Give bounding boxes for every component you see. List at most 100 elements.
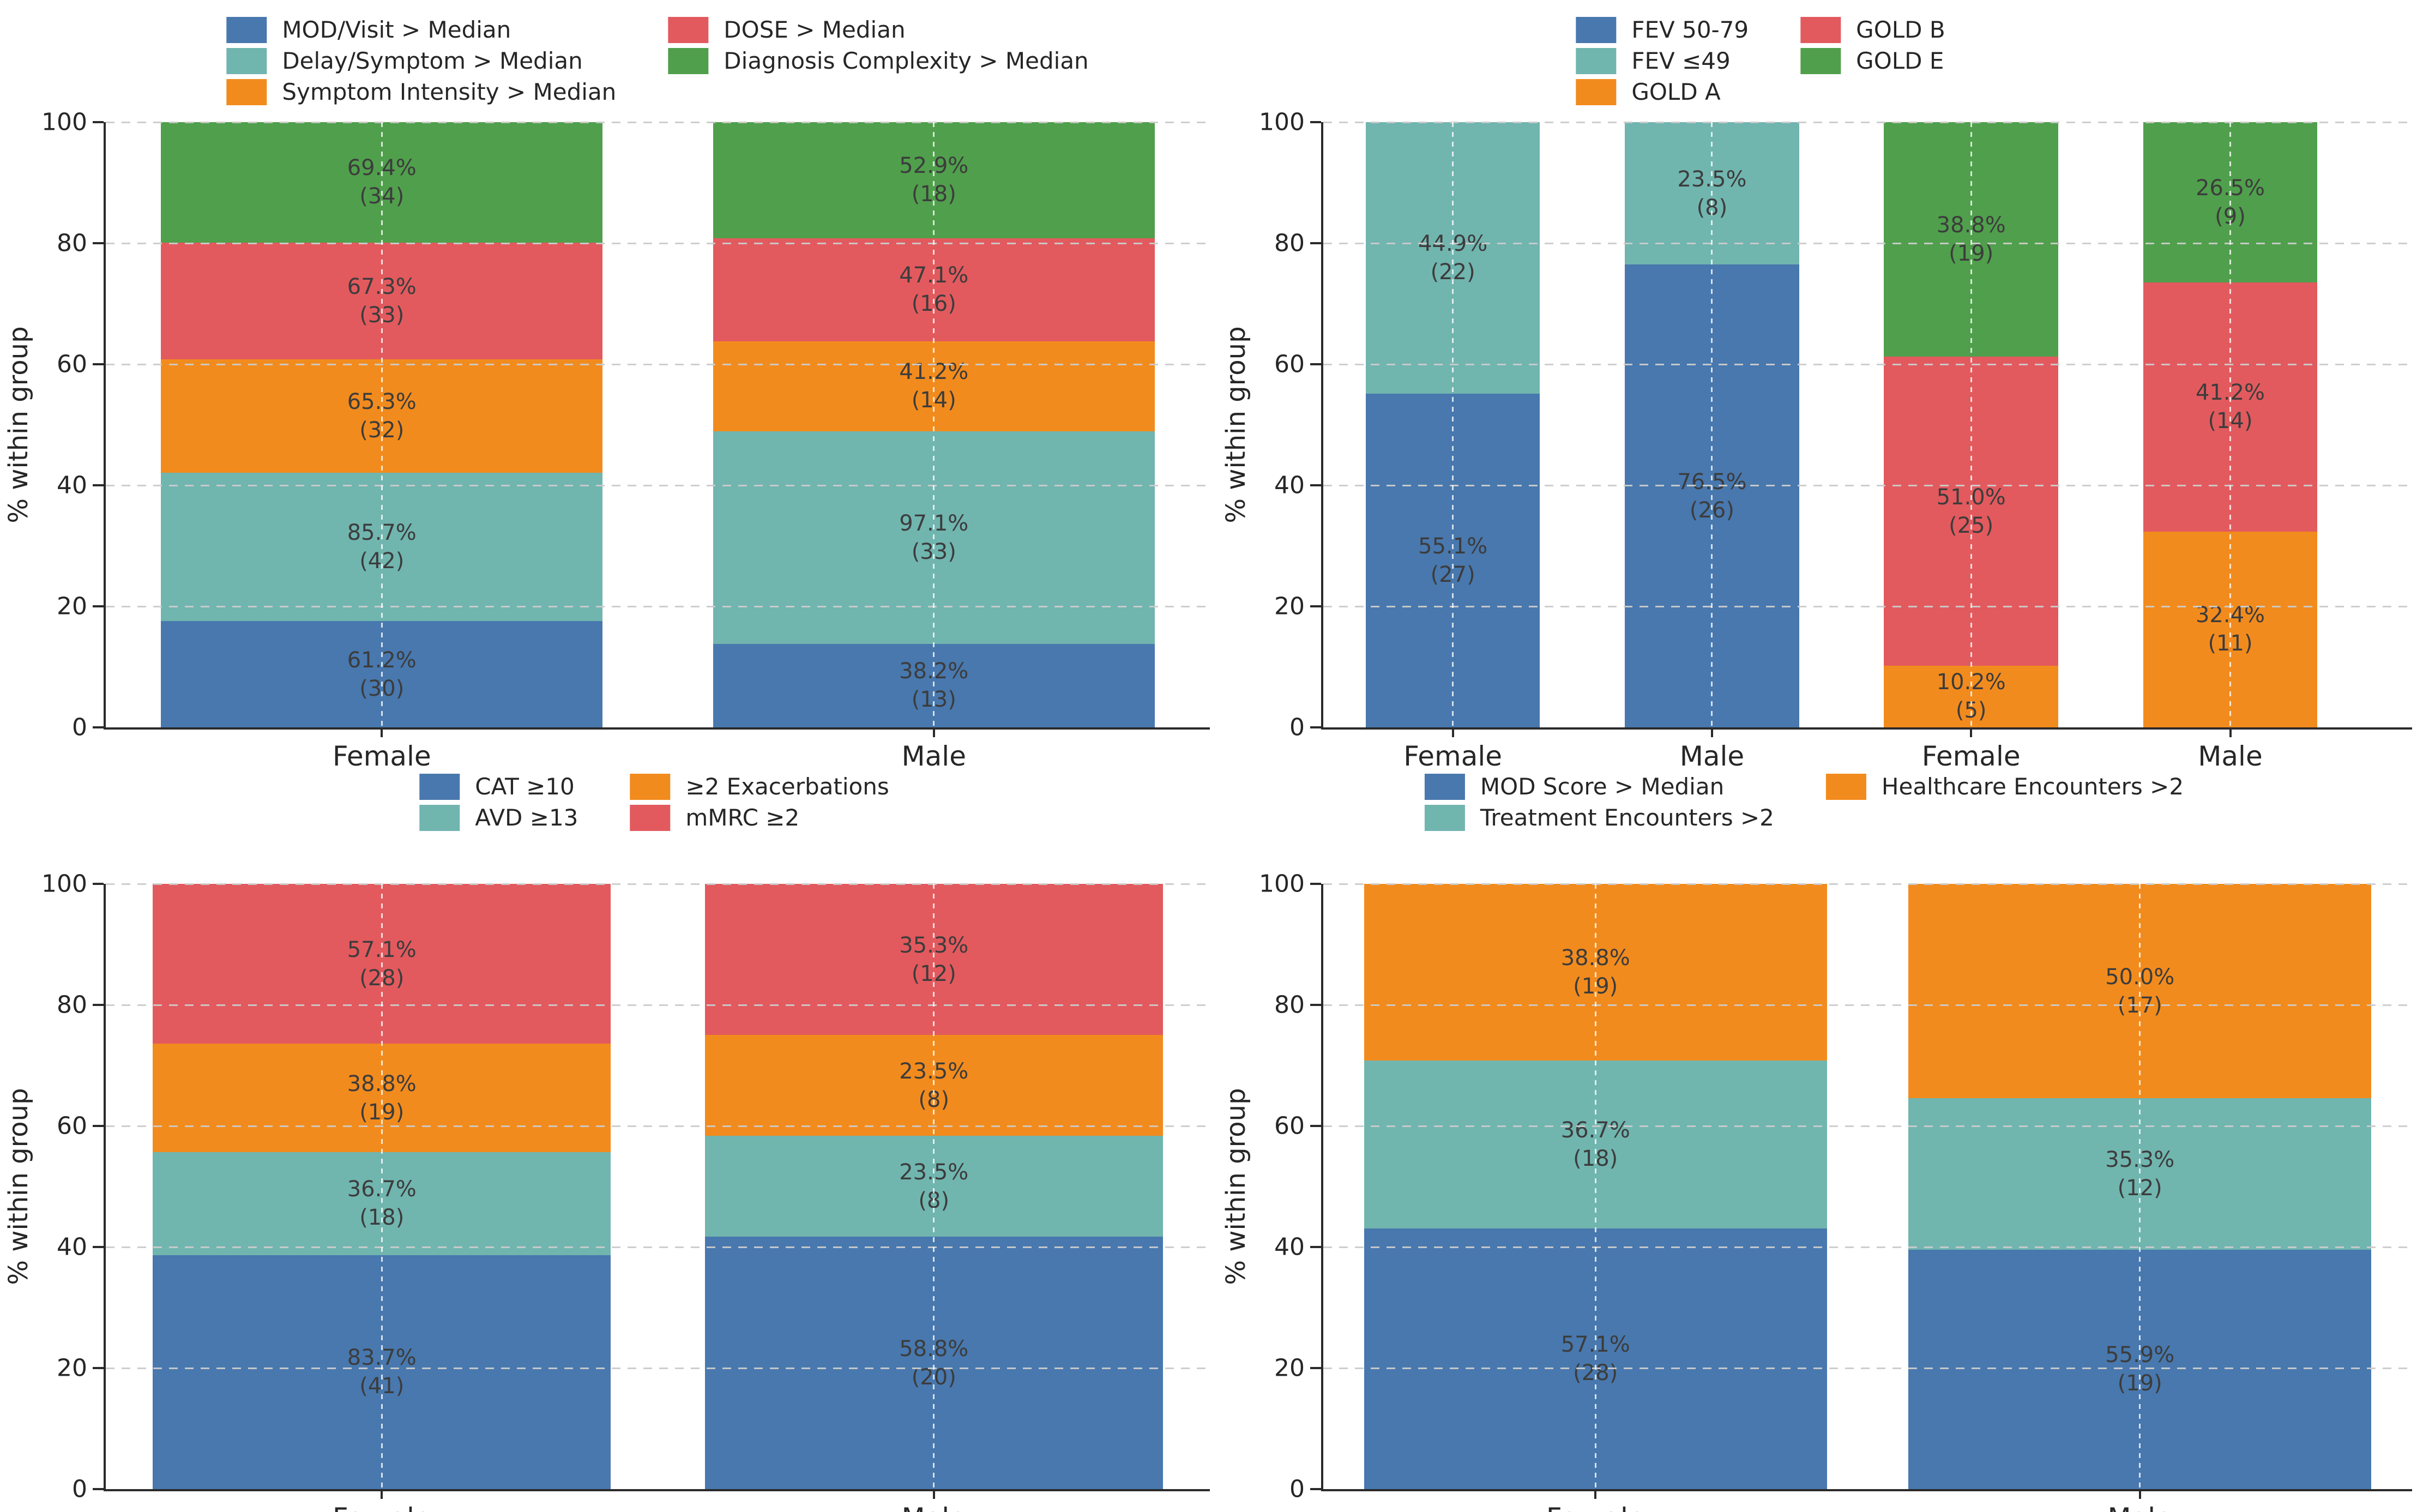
y-tick-label: 40 bbox=[57, 1233, 87, 1261]
x-tick-mark bbox=[932, 1489, 935, 1499]
y-tick-mark bbox=[1310, 883, 1321, 885]
legend-swatch-teal bbox=[1576, 47, 1617, 74]
legend-swatch-red bbox=[630, 804, 671, 831]
legend-item: GOLD E bbox=[1800, 47, 1945, 74]
legend-swatch-teal bbox=[1424, 804, 1465, 831]
y-axis-title: % within group bbox=[3, 326, 34, 523]
x-tick-mark bbox=[381, 727, 383, 737]
y-tick-mark bbox=[1310, 1246, 1321, 1248]
gridline-horizontal bbox=[1323, 1125, 2412, 1127]
x-tick-mark bbox=[381, 1489, 383, 1499]
legend-label: GOLD E bbox=[1856, 47, 1944, 74]
x-tick-mark bbox=[1594, 1489, 1597, 1499]
legend-swatch-green bbox=[1800, 47, 1841, 74]
x-tick-mark bbox=[2138, 1489, 2141, 1499]
y-tick-label: 0 bbox=[72, 713, 87, 742]
legend-item: Diagnosis Complexity > Median bbox=[668, 47, 1089, 74]
gridline-horizontal bbox=[106, 1125, 1210, 1127]
legend-item: ≥2 Exacerbations bbox=[630, 773, 889, 800]
y-tick-label: 40 bbox=[1274, 1233, 1305, 1261]
legend-label: FEV 50-79 bbox=[1631, 16, 1749, 43]
legend-swatch-orange bbox=[226, 79, 267, 105]
legend-item: FEV ≤49 bbox=[1576, 47, 1749, 74]
legend-column: MOD Score > Median Treatment Encounters >… bbox=[1424, 773, 1774, 831]
gridline-vertical bbox=[933, 884, 935, 1489]
y-tick-label: 40 bbox=[57, 471, 87, 499]
x-tick-mark bbox=[2229, 727, 2232, 737]
x-category-label: Male bbox=[901, 740, 966, 772]
x-category-label: Female bbox=[332, 740, 431, 772]
legend-swatch-orange bbox=[630, 773, 671, 800]
gridline-vertical bbox=[1594, 884, 1596, 1489]
legend-label: GOLD B bbox=[1856, 16, 1945, 43]
legend-swatch-red bbox=[668, 16, 709, 43]
y-tick-mark bbox=[93, 1004, 104, 1006]
gridline-horizontal bbox=[1323, 1246, 2412, 1248]
y-tick-label: 80 bbox=[1274, 991, 1305, 1019]
gridline-vertical bbox=[2139, 884, 2141, 1489]
legend-label: MOD/Visit > Median bbox=[282, 16, 511, 43]
y-tick-label: 60 bbox=[57, 1112, 87, 1140]
legend-label: Diagnosis Complexity > Median bbox=[724, 47, 1089, 74]
gridline-horizontal bbox=[1323, 121, 2412, 123]
chart-top-left-axes: % within group 0 20 40 60 80 100 61.2% (30) 85.7%… bbox=[3, 16, 1210, 772]
legend-column: CAT ≥10 AVD ≥13 bbox=[419, 773, 578, 831]
y-tick-mark bbox=[93, 121, 104, 123]
gridline-horizontal bbox=[106, 1246, 1210, 1248]
legend-label: mMRC ≥2 bbox=[685, 804, 800, 831]
y-tick-mark bbox=[93, 1488, 104, 1490]
x-category-label: Male bbox=[2108, 1502, 2172, 1512]
x-category-label: Female bbox=[333, 1502, 431, 1512]
y-tick-label: 100 bbox=[41, 870, 87, 898]
y-tick-mark bbox=[1310, 121, 1321, 123]
gridline-horizontal bbox=[106, 363, 1210, 365]
legend-swatch-red bbox=[1800, 16, 1841, 43]
gridline-horizontal bbox=[106, 484, 1210, 486]
gridline-horizontal bbox=[1323, 1004, 2412, 1006]
legend-item: MOD Score > Median bbox=[1424, 773, 1774, 800]
legend-label: ≥2 Exacerbations bbox=[685, 773, 889, 800]
y-tick-mark bbox=[1310, 726, 1321, 728]
legend-swatch-blue bbox=[419, 773, 460, 800]
x-category-label: Male bbox=[2198, 740, 2263, 772]
legend-label: CAT ≥10 bbox=[475, 773, 575, 800]
legend-swatch-green bbox=[668, 47, 709, 74]
y-tick-mark bbox=[1310, 605, 1321, 607]
chart-bottom-right-axes: % within group 0 20 40 60 80 100 57.1% (28) 36.7%… bbox=[1221, 773, 2412, 1512]
legend-swatch-teal bbox=[419, 804, 460, 831]
gridline-vertical bbox=[933, 122, 935, 727]
y-tick-mark bbox=[1310, 1488, 1321, 1490]
x-category-label: Female bbox=[1403, 740, 1503, 772]
y-tick-label: 100 bbox=[1259, 108, 1305, 136]
x-category-label: Female bbox=[1546, 1502, 1645, 1512]
legend: MOD/Visit > Median Delay/Symptom > Median… bbox=[226, 16, 1089, 105]
y-tick-mark bbox=[1310, 1004, 1321, 1006]
y-tick-label: 0 bbox=[1289, 1475, 1305, 1503]
y-tick-mark bbox=[93, 605, 104, 607]
legend-label: Delay/Symptom > Median bbox=[282, 47, 583, 74]
y-axis-title: % within group bbox=[1221, 1088, 1251, 1285]
legend-item: Symptom Intensity > Median bbox=[226, 79, 616, 105]
y-tick-label: 40 bbox=[1274, 471, 1305, 499]
y-tick-label: 20 bbox=[1274, 592, 1305, 621]
y-tick-mark bbox=[1310, 484, 1321, 486]
legend-swatch-blue bbox=[1424, 773, 1465, 800]
gridline-horizontal bbox=[106, 1004, 1210, 1006]
chart-top-right-axes: % within group02040608010055.1%(27)44.9%… bbox=[1221, 16, 2412, 772]
legend-item: CAT ≥10 bbox=[419, 773, 578, 800]
legend-label: Symptom Intensity > Median bbox=[282, 79, 617, 105]
x-tick-mark bbox=[1451, 727, 1454, 737]
y-tick-label: 80 bbox=[1274, 229, 1305, 257]
y-tick-label: 80 bbox=[57, 229, 87, 257]
legend: MOD Score > Median Treatment Encounters >… bbox=[1424, 773, 2184, 831]
gridline-horizontal bbox=[1323, 484, 2412, 486]
legend-label: GOLD A bbox=[1631, 79, 1721, 105]
y-tick-label: 20 bbox=[57, 1354, 87, 1382]
legend-label: MOD Score > Median bbox=[1480, 773, 1725, 800]
gridline-horizontal bbox=[1323, 363, 2412, 365]
gridline-horizontal bbox=[106, 883, 1210, 885]
y-tick-label: 0 bbox=[1289, 713, 1305, 742]
legend-item: DOSE > Median bbox=[668, 16, 1088, 43]
y-tick-label: 60 bbox=[57, 350, 87, 378]
legend-label: FEV ≤49 bbox=[1631, 47, 1731, 74]
